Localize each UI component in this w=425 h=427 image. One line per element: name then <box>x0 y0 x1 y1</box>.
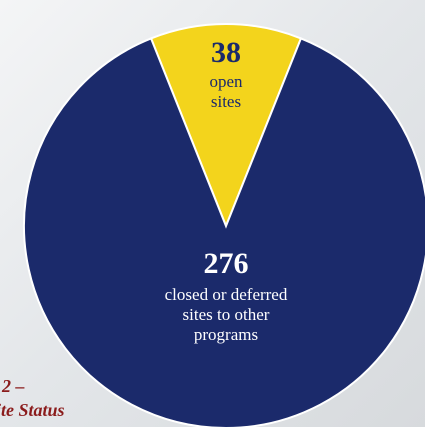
value-label: 276 <box>204 247 249 280</box>
value-label: 38 <box>211 36 241 69</box>
category-label: closed or deferred sites to other progra… <box>161 285 291 345</box>
chart: 38 276 2 – ite Status <box>0 0 425 427</box>
category-label: open sites <box>196 72 256 112</box>
caption-line: 2 – <box>1 376 25 396</box>
caption-line: ite Status <box>0 400 65 420</box>
page: 382762 –ite Status (() => { const data =… <box>0 0 425 427</box>
